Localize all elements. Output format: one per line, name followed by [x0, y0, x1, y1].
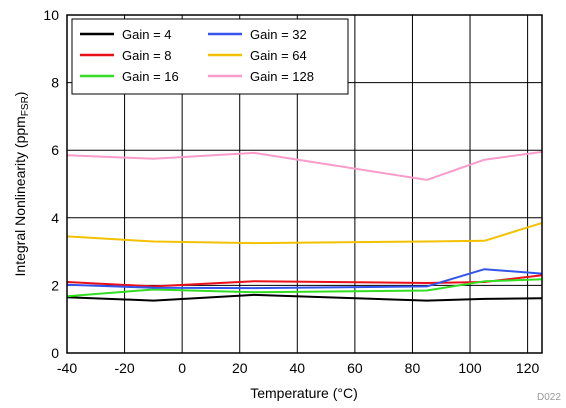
- x-tick-label: -40: [57, 360, 77, 376]
- y-tick-label: 6: [51, 142, 59, 158]
- legend-label: Gain = 32: [250, 27, 307, 42]
- series-line-gain-32: [66, 268, 543, 290]
- series-line-gain-4: [66, 293, 543, 302]
- y-tick-label: 8: [51, 75, 59, 91]
- x-tick-label: -20: [114, 360, 134, 376]
- x-tick-label: 0: [178, 360, 186, 376]
- plot-frame: [66, 14, 543, 354]
- y-axis-title: Integral Nonlinearity (ppmFSR): [12, 92, 31, 277]
- legend-entries: Gain = 4 Gain = 8 Gain = 16 Gain = 32 Gain =…: [80, 27, 314, 84]
- legend-label: Gain = 8: [122, 48, 172, 63]
- y-tick-labels: 0 2 4 6 8 10: [43, 7, 59, 361]
- series-line-gain-64: [66, 221, 543, 245]
- legend-label: Gain = 64: [250, 48, 307, 63]
- figure-code-label: D022: [537, 392, 561, 403]
- y-axis-title-main: Integral Nonlinearity (ppm: [12, 116, 28, 276]
- series-line-gain-128: [66, 150, 543, 181]
- legend-label: Gain = 128: [250, 69, 314, 84]
- x-axis-title: Temperature (°C): [250, 385, 358, 401]
- y-axis-title-close: ): [12, 92, 28, 97]
- y-tick-label: 4: [51, 210, 59, 226]
- x-tick-labels: -40 -20 0 20 40 60 80 100 120: [57, 360, 540, 376]
- x-tick-label: 60: [347, 360, 363, 376]
- y-tick-label: 10: [43, 7, 59, 23]
- x-tick-label: 120: [516, 360, 540, 376]
- x-tick-label: 40: [290, 360, 306, 376]
- series-lines: [66, 150, 543, 302]
- y-tick-label: 0: [51, 345, 59, 361]
- x-tick-label: 20: [232, 360, 248, 376]
- y-tick-label: 2: [51, 277, 59, 293]
- series-line-gain-16: [66, 278, 543, 298]
- legend-label: Gain = 16: [122, 69, 179, 84]
- legend-box: [71, 18, 349, 95]
- legend-label: Gain = 4: [122, 27, 172, 42]
- legend: Gain = 4 Gain = 8 Gain = 16 Gain = 32 Gain =…: [71, 18, 349, 95]
- x-tick-label: 100: [458, 360, 482, 376]
- y-axis-title-subscript: FSR: [20, 96, 31, 116]
- x-tick-label: 80: [405, 360, 421, 376]
